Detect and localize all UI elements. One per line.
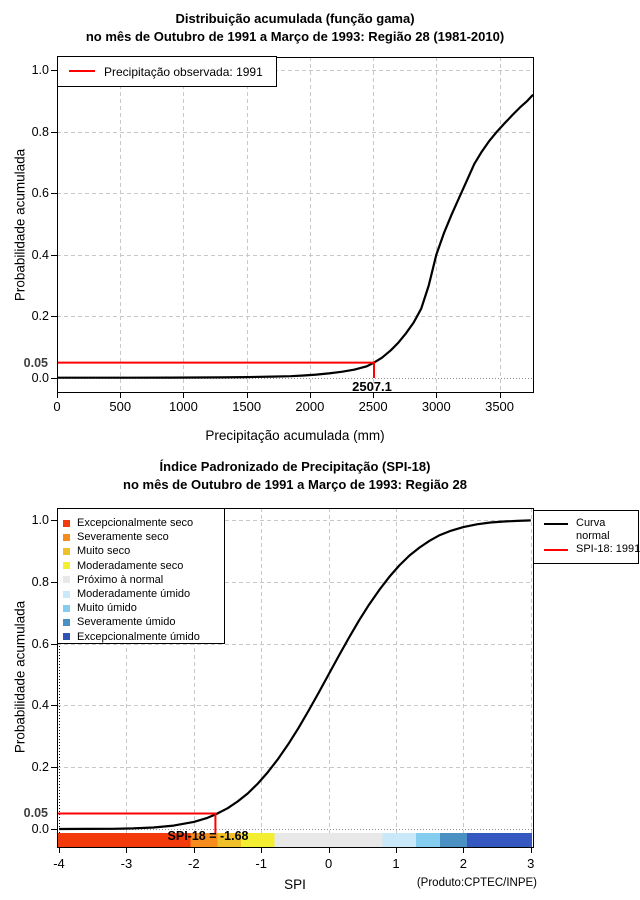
top-chart-subtitle: no mês de Outubro de 1991 a Março de 199… — [85, 29, 505, 44]
normal-curve-label-line2: normal — [576, 530, 610, 542]
colorbar-segment — [217, 833, 241, 847]
top-chart-title: Distribuição acumulada (função gama) — [175, 11, 415, 26]
spi-observed-sample — [544, 549, 568, 551]
category-label: Severamente úmido — [77, 616, 176, 629]
bottom-chart-legend: Curva normal SPI-18: 1991 — [533, 510, 640, 564]
colorbar-segment — [190, 833, 218, 847]
bottom-chart-ytick-005: 0.05 — [23, 806, 48, 820]
credit-text: (Produto:CPTEC/INPE) — [416, 877, 537, 889]
category-swatch — [63, 519, 70, 527]
category-label: Muito seco — [77, 545, 131, 558]
x-tick-label: 500 — [109, 399, 132, 414]
x-tick-label: 1500 — [232, 399, 262, 414]
category-label: Moderadamente seco — [77, 559, 184, 572]
y-tick-label: 0.6 — [31, 636, 49, 651]
y-tick-label: 0.4 — [31, 247, 49, 262]
y-tick-label: 0.0 — [31, 822, 49, 836]
y-tick-label: 0.2 — [31, 309, 49, 324]
category-label: Excepcionalmente seco — [77, 517, 194, 529]
y-tick-label: 1.0 — [31, 513, 49, 527]
bottom-chart-ylabel: Probabilidade acumulada — [12, 600, 28, 754]
category-legend-item: Muito seco — [63, 544, 130, 558]
y-tick-label: 0.0 — [31, 371, 49, 385]
category-legend-item: Moderadamente úmido — [63, 587, 190, 601]
observed-line-sample — [69, 70, 95, 72]
category-label: Severamente seco — [77, 531, 169, 544]
x-tick-label: -3 — [120, 856, 133, 871]
category-legend-item: Muito úmido — [63, 601, 137, 615]
x-tick-label: 2500 — [358, 399, 388, 414]
category-swatch — [63, 633, 70, 641]
observed-annotation-line — [57, 812, 217, 833]
x-tick-label: -2 — [188, 856, 200, 871]
colorbar-segment — [58, 833, 191, 847]
x-tick-label: 2000 — [295, 399, 325, 414]
category-legend-item: Severamente úmido — [63, 615, 175, 629]
spi-observed-label: SPI-18: 1991 — [576, 543, 640, 555]
x-tick-label: 1 — [392, 856, 400, 871]
x-tick-label: -1 — [255, 856, 267, 871]
category-swatch — [63, 547, 70, 555]
x-tick-label: 3 — [527, 856, 535, 871]
observed-legend-label: Precipitação observada: 1991 — [104, 65, 263, 79]
normal-cdf-curve — [58, 519, 531, 831]
spi-categories-legend: Excepcionalmente seco Severamente seco Mui… — [57, 508, 225, 644]
x-tick-label: 2 — [459, 856, 468, 871]
category-label: Moderadamente úmido — [77, 588, 191, 600]
category-swatch — [63, 590, 70, 598]
category-swatch — [63, 533, 70, 541]
y-tick-label: 0.8 — [31, 124, 49, 139]
observed-annotation-line — [57, 361, 375, 378]
normal-curve-label-line1: Curva — [576, 517, 606, 529]
colorbar-segment — [382, 833, 417, 847]
top-chart-observed-value: 2507.1 — [352, 379, 392, 394]
normal-curve-sample — [544, 523, 568, 525]
category-legend-item: Excepcionalmente úmido — [63, 630, 200, 644]
x-tick-label: 0 — [324, 856, 333, 871]
colorbar-segment — [439, 833, 467, 847]
y-tick-label: 1.0 — [31, 63, 49, 77]
y-tick-label: 0.6 — [31, 186, 49, 201]
category-legend-item: Moderadamente seco — [63, 559, 183, 573]
bottom-chart-subtitle: no mês de Outubro de 1991 a Março de 199… — [123, 477, 467, 492]
bottom-chart-xlabel: SPI — [284, 877, 306, 892]
y-tick-label: 0.4 — [31, 698, 49, 713]
x-tick-label: 3000 — [421, 399, 451, 414]
category-label: Excepcionalmente úmido — [77, 630, 200, 643]
y-tick-label: 0.2 — [31, 760, 49, 775]
category-legend-item: Próximo à normal — [63, 573, 163, 587]
colorbar-segment — [240, 833, 275, 847]
top-chart-ytick-005: 0.05 — [23, 356, 48, 370]
category-legend-item: Excepcionalmente seco — [63, 516, 193, 530]
category-swatch — [63, 576, 70, 584]
colorbar-segment — [416, 833, 440, 847]
top-chart-ylabel: Probabilidade acumulada — [12, 148, 28, 302]
top-chart-legend: Precipitação observada: 1991 — [57, 56, 277, 87]
category-swatch — [63, 618, 70, 626]
x-tick-label: -4 — [53, 856, 65, 871]
y-tick-label: 0.8 — [31, 574, 49, 589]
bottom-chart-title: Índice Padronizado de Precipitação (SPI-… — [159, 459, 431, 474]
x-tick-label: 0 — [53, 399, 61, 414]
colorbar-segment — [466, 833, 532, 847]
x-tick-label: 1000 — [168, 399, 198, 414]
gamma-cdf-curve — [57, 93, 534, 379]
category-legend-item: Severamente seco — [63, 530, 169, 544]
top-plot-box — [57, 57, 534, 393]
bottom-chart-observed-value: SPI-18 = -1.68 — [167, 829, 249, 843]
top-chart-xlabel: Precipitação acumulada (mm) — [205, 428, 385, 443]
category-swatch — [63, 562, 70, 570]
colorbar-segment — [274, 833, 383, 847]
category-swatch — [63, 604, 70, 612]
category-label: Próximo à normal — [77, 573, 164, 586]
bottom-plot-box — [57, 508, 534, 848]
category-label: Muito úmido — [77, 602, 137, 615]
x-tick-label: 3500 — [485, 399, 515, 414]
